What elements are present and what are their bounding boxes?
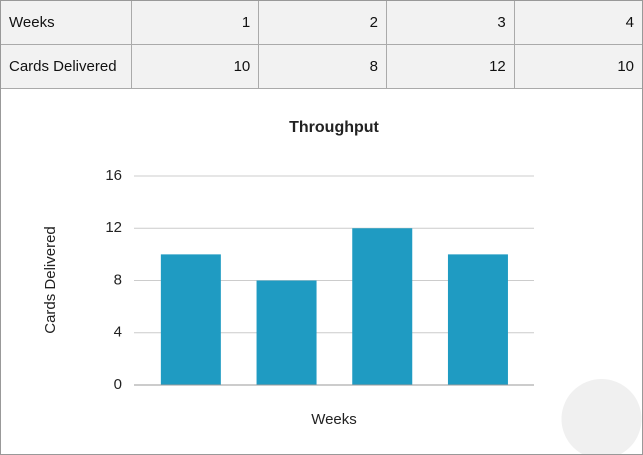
bar bbox=[160, 254, 221, 385]
table-cell: 1 bbox=[130, 1, 260, 45]
chart-title: Throughput bbox=[289, 119, 379, 136]
y-tick-label: 16 bbox=[105, 167, 122, 184]
table-cell: Weeks bbox=[1, 1, 132, 45]
table-row: Cards Delivered 10 8 12 10 bbox=[1, 44, 642, 89]
x-axis-label: Weeks bbox=[311, 411, 357, 428]
y-tick-label: 8 bbox=[114, 271, 122, 288]
data-table: Weeks 1 2 3 4 Cards Delivered 10 8 12 10 bbox=[1, 1, 642, 89]
bar bbox=[352, 228, 413, 385]
y-tick-label: 0 bbox=[114, 376, 122, 393]
y-tick-label: 4 bbox=[114, 324, 122, 341]
y-tick-label: 12 bbox=[105, 219, 122, 236]
table-cell: 8 bbox=[258, 44, 387, 89]
y-axis-label: Cards Delivered bbox=[42, 226, 59, 334]
table-cell: 10 bbox=[513, 44, 642, 89]
table-cell: 3 bbox=[386, 1, 515, 45]
table-row: Weeks 1 2 3 4 bbox=[1, 1, 642, 45]
table-cell: 2 bbox=[258, 1, 387, 45]
bar bbox=[447, 254, 508, 385]
table-cell: 4 bbox=[513, 1, 642, 45]
watermark bbox=[561, 379, 642, 454]
table-cell: Cards Delivered bbox=[1, 44, 132, 89]
table-cell: 10 bbox=[130, 44, 260, 89]
bar bbox=[256, 280, 317, 385]
chart: Throughput Weeks Cards Delivered 0 4 8 12 16 bbox=[42, 119, 642, 454]
table-cell: 12 bbox=[386, 44, 515, 89]
